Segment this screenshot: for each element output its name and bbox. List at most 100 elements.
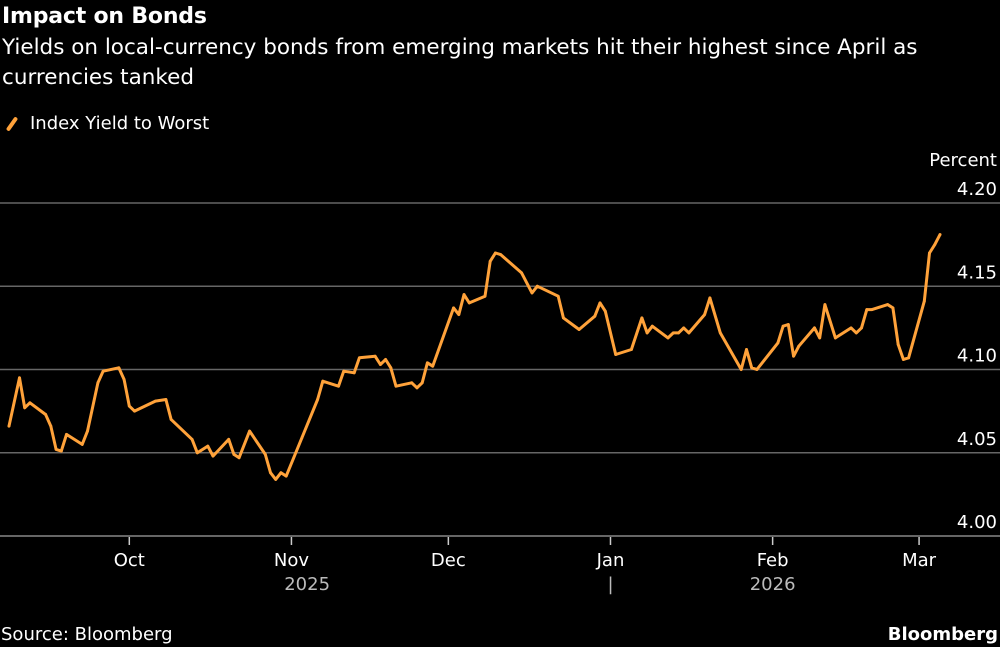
data-point — [154, 399, 157, 403]
data-point — [164, 398, 168, 401]
data-point — [133, 409, 136, 413]
data-point — [907, 356, 911, 360]
data-point — [415, 386, 419, 390]
data-point — [452, 306, 455, 310]
data-point — [891, 306, 895, 310]
x-tick-label: Feb — [757, 550, 789, 571]
data-point — [279, 471, 283, 475]
data-point — [535, 284, 539, 288]
data-point — [337, 384, 340, 388]
y-tick-label: 4.00 — [957, 512, 997, 533]
data-point — [86, 429, 89, 433]
data-point — [206, 444, 210, 448]
data-point — [54, 448, 58, 451]
data-point — [938, 233, 942, 237]
data-point — [232, 453, 236, 456]
y-tick-label: 4.10 — [957, 346, 997, 367]
data-point — [750, 366, 754, 370]
data-point — [650, 324, 654, 328]
data-point — [352, 371, 356, 375]
chart-subtitle: Yields on local-currency bonds from emer… — [2, 35, 918, 90]
data-point — [494, 251, 497, 255]
data-point — [922, 299, 926, 303]
year-label: 2025 — [284, 574, 330, 595]
data-point — [781, 324, 785, 328]
x-tick-label: Oct — [114, 550, 145, 571]
data-point — [865, 308, 869, 311]
data-point — [687, 331, 691, 335]
data-point — [195, 451, 199, 455]
data-point — [577, 328, 581, 331]
data-point — [394, 384, 398, 388]
data-point — [269, 471, 272, 475]
data-point — [849, 326, 853, 330]
data-point — [117, 366, 121, 370]
data-point — [813, 326, 816, 330]
data-point — [483, 294, 487, 298]
data-point — [630, 348, 633, 351]
y-axis-unit: Percent — [929, 150, 997, 171]
data-point — [274, 477, 278, 481]
data-point — [792, 354, 795, 358]
data-point — [373, 354, 377, 358]
data-point — [499, 253, 503, 257]
data-point — [666, 336, 670, 340]
bloomberg-logo: Bloomberg — [887, 624, 998, 645]
data-point — [237, 456, 241, 460]
y-tick-label: 4.15 — [957, 262, 997, 283]
data-point — [127, 404, 131, 408]
data-point — [933, 243, 937, 247]
data-point — [49, 424, 53, 428]
x-tick-label: Dec — [431, 550, 466, 571]
source-note: Source: Bloomberg — [1, 624, 173, 645]
data-point — [562, 316, 565, 320]
data-point — [677, 331, 680, 335]
data-point — [227, 438, 231, 441]
data-point — [593, 314, 597, 318]
data-point — [300, 436, 304, 440]
data-point — [823, 303, 827, 306]
data-point — [321, 379, 325, 383]
data-point — [248, 429, 251, 433]
data-point — [389, 366, 393, 370]
data-point — [431, 364, 435, 368]
data-point — [703, 313, 707, 316]
data-point — [358, 356, 361, 360]
data-point — [682, 326, 686, 330]
data-point — [65, 433, 68, 436]
data-point — [708, 296, 712, 300]
data-point — [886, 303, 890, 306]
data-point — [818, 336, 822, 340]
data-point — [928, 251, 931, 255]
y-tick-label: 4.05 — [957, 429, 997, 450]
legend-label: Index Yield to Worst — [30, 113, 210, 134]
data-point — [462, 293, 466, 296]
data-point — [718, 331, 722, 335]
data-point — [870, 308, 874, 311]
data-point — [23, 406, 27, 410]
series-line — [7, 233, 942, 481]
data-point — [786, 323, 790, 326]
data-point — [169, 418, 173, 421]
data-point — [640, 316, 644, 320]
data-point — [896, 343, 900, 346]
data-point — [854, 331, 858, 335]
data-point — [457, 313, 461, 316]
data-point — [739, 368, 743, 371]
data-point — [101, 369, 105, 373]
data-point — [645, 331, 649, 335]
data-point — [410, 381, 414, 385]
data-point — [316, 398, 319, 401]
data-point — [80, 443, 84, 446]
year-separator: | — [607, 574, 613, 595]
data-point — [420, 381, 424, 385]
data-point — [384, 358, 387, 361]
data-point — [530, 291, 534, 295]
data-point — [190, 438, 194, 441]
data-point — [467, 301, 471, 305]
data-point — [122, 378, 126, 381]
chart-title: Impact on Bonds — [2, 4, 207, 29]
data-point — [28, 401, 32, 405]
data-point — [488, 259, 492, 263]
